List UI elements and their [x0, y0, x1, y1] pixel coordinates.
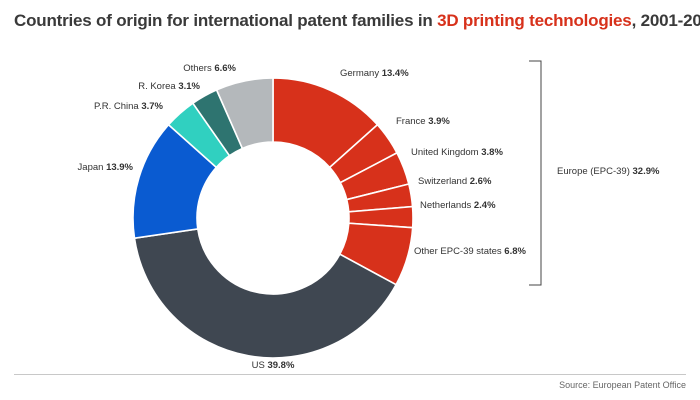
chart-title: Countries of origin for international pa…: [14, 11, 700, 31]
footer-rule: [14, 374, 686, 375]
label-p-r-china: P.R. China 3.7%: [94, 101, 164, 112]
slice-labels: Germany 13.4% France 3.9% United Kingdom 3…: [78, 63, 527, 371]
title-suffix: , 2001-2020: [631, 11, 700, 30]
label-germany: Germany 13.4%: [340, 68, 409, 79]
label-france: France 3.9%: [396, 116, 450, 127]
label-r-korea: R. Korea 3.1%: [138, 81, 200, 92]
label-japan: Japan 13.9%: [78, 162, 134, 173]
europe-bracket: [529, 60, 542, 286]
slice-us: [133, 228, 398, 359]
donut-chart: Germany 13.4% France 3.9% United Kingdom 3…: [78, 60, 660, 371]
label-europe-epc-39: Europe (EPC-39) 32.9%: [557, 166, 660, 177]
title-prefix: Countries of origin for international pa…: [14, 11, 438, 30]
source-note: Source: European Patent Office: [559, 380, 686, 390]
title-highlight: 3D printing technologies: [437, 11, 632, 30]
label-united-kingdom: United Kingdom 3.8%: [411, 147, 503, 158]
donut-slices: [132, 77, 414, 359]
label-other-epc-39-states: Other EPC-39 states 6.8%: [414, 246, 527, 257]
label-us: US 39.8%: [252, 360, 295, 371]
slice-others: [215, 77, 274, 150]
label-others: Others 6.6%: [183, 63, 236, 74]
label-netherlands: Netherlands 2.4%: [420, 200, 496, 211]
label-switzerland: Switzerland 2.6%: [418, 176, 492, 187]
europe-group-annotation: Europe (EPC-39) 32.9%: [529, 60, 660, 286]
